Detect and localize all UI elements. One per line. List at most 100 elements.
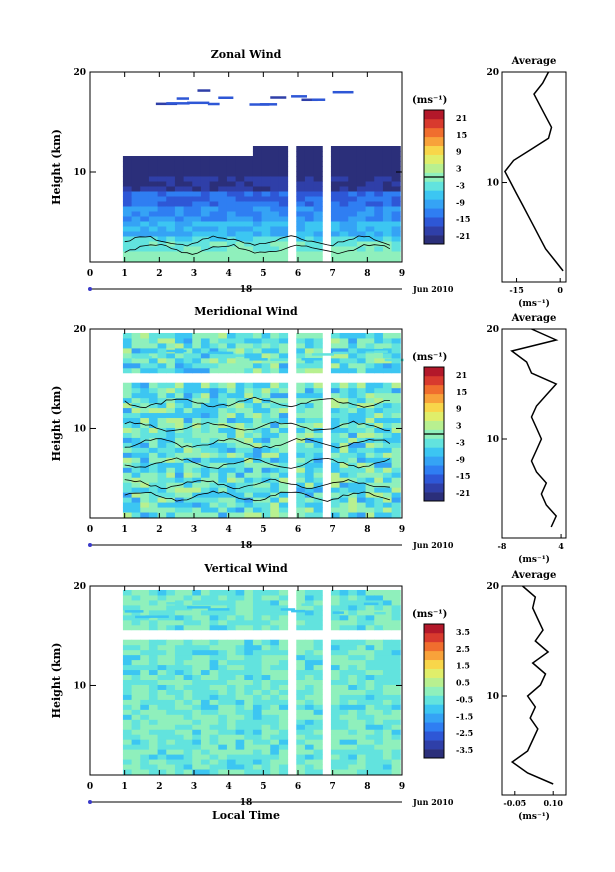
heatmap-cell: [356, 246, 367, 252]
heatmap-cell: [270, 457, 280, 463]
heatmap-cell: [382, 342, 393, 349]
average-y-tick-label: 10: [486, 179, 499, 189]
heatmap-cell: [339, 206, 349, 212]
heatmap-cell: [339, 739, 349, 745]
colorbar-swatch: [424, 127, 444, 138]
heatmap-cell: [235, 362, 245, 369]
heatmap-cell: [183, 337, 193, 344]
heatmap-cell: [374, 442, 384, 448]
heatmap-cell: [313, 604, 323, 611]
heatmap-cell: [209, 497, 219, 503]
heatmap-cell: [192, 181, 202, 187]
heatmap-cell: [252, 382, 263, 389]
heatmap-cell: [192, 156, 202, 162]
heatmap-cell: [270, 507, 280, 513]
heatmap-cell: [192, 714, 202, 720]
heatmap-cell: [339, 236, 349, 242]
heatmap-cell: [365, 492, 375, 498]
heatmap-cell: [209, 332, 219, 339]
heatmap-cell: [382, 507, 393, 513]
heatmap-cell: [339, 487, 349, 493]
heatmap-cell: [157, 639, 167, 646]
heatmap-cell: [374, 744, 384, 750]
heatmap-cell: [270, 427, 280, 433]
heatmap-cell: [339, 462, 349, 468]
heatmap-cell: [330, 492, 341, 498]
heatmap-cell: [348, 251, 358, 257]
heatmap-cell: [226, 231, 237, 237]
heatmap-cell: [166, 472, 176, 478]
heatmap-cell: [313, 176, 323, 182]
heatmap-cell: [270, 176, 280, 182]
heatmap-cell: [374, 166, 384, 172]
heatmap-cell: [174, 241, 185, 247]
y-tick-label: 20: [73, 582, 86, 592]
heatmap-cell: [391, 146, 401, 152]
heatmap-cell: [304, 447, 315, 453]
heatmap-cell: [235, 392, 245, 399]
heatmap-cell: [330, 347, 341, 354]
heatmap-cell: [348, 739, 358, 745]
heatmap-cell: [140, 694, 150, 700]
heatmap-cell: [200, 724, 211, 730]
heatmap-cell: [200, 639, 211, 646]
heatmap-cell: [207, 608, 230, 611]
heatmap-cell: [183, 181, 193, 187]
heatmap-cell: [252, 604, 263, 611]
heatmap-cell: [174, 729, 185, 735]
heatmap-cell: [313, 367, 323, 374]
heatmap-cell: [218, 181, 228, 187]
heatmap-cell: [278, 221, 289, 227]
heatmap-cell: [174, 206, 185, 212]
heatmap-cell: [235, 382, 245, 389]
heatmap-cell: [261, 442, 271, 448]
heatmap-cell: [382, 467, 393, 473]
heatmap-cell: [183, 619, 193, 626]
heatmap-cell: [157, 387, 167, 394]
heatmap-cell: [235, 452, 245, 458]
heatmap-cell: [235, 181, 245, 187]
heatmap-cell: [313, 759, 323, 765]
heatmap-cell: [140, 397, 150, 404]
heatmap-cell: [226, 507, 237, 513]
heatmap-cell: [391, 337, 401, 344]
heatmap-cell: [131, 734, 141, 740]
heatmap-cell: [304, 357, 315, 364]
heatmap-cell: [166, 714, 176, 720]
heatmap-cell: [148, 231, 159, 237]
heatmap-cell: [365, 241, 375, 247]
heatmap-cell: [261, 447, 271, 453]
heatmap-cell: [348, 201, 358, 207]
heatmap-cell: [200, 191, 211, 197]
heatmap-cell: [296, 332, 306, 339]
heatmap-cell: [339, 659, 349, 666]
heatmap-cell: [313, 477, 323, 483]
heatmap-cell: [339, 734, 349, 740]
heatmap-cell: [391, 507, 401, 513]
heatmap-cell: [261, 507, 271, 513]
heatmap-cells: [122, 332, 404, 518]
heatmap-cell: [382, 619, 393, 626]
heatmap-cell: [140, 689, 150, 695]
heatmap-cell: [174, 447, 185, 453]
heatmap-cell: [140, 744, 150, 750]
heatmap-cell: [348, 649, 358, 656]
heatmap-cell: [278, 181, 289, 187]
heatmap-cell: [391, 704, 401, 710]
heatmap-cell: [304, 427, 315, 433]
heatmap-cell: [200, 221, 211, 227]
heatmap-cell: [226, 759, 237, 765]
heatmap-cell: [140, 589, 150, 596]
heatmap-cell: [183, 231, 193, 237]
heatmap-cell: [339, 337, 349, 344]
heatmap-cell: [348, 176, 358, 182]
heatmap-cell: [192, 609, 202, 616]
heatmap-cell: [391, 382, 401, 389]
heatmap-cell: [356, 417, 367, 424]
heatmap-cell: [374, 714, 384, 720]
heatmap-cell: [296, 614, 306, 621]
heatmap-cell: [148, 442, 159, 448]
heatmap-cell: [374, 709, 384, 715]
heatmap-cell: [374, 211, 384, 217]
heatmap-cell: [304, 614, 315, 621]
